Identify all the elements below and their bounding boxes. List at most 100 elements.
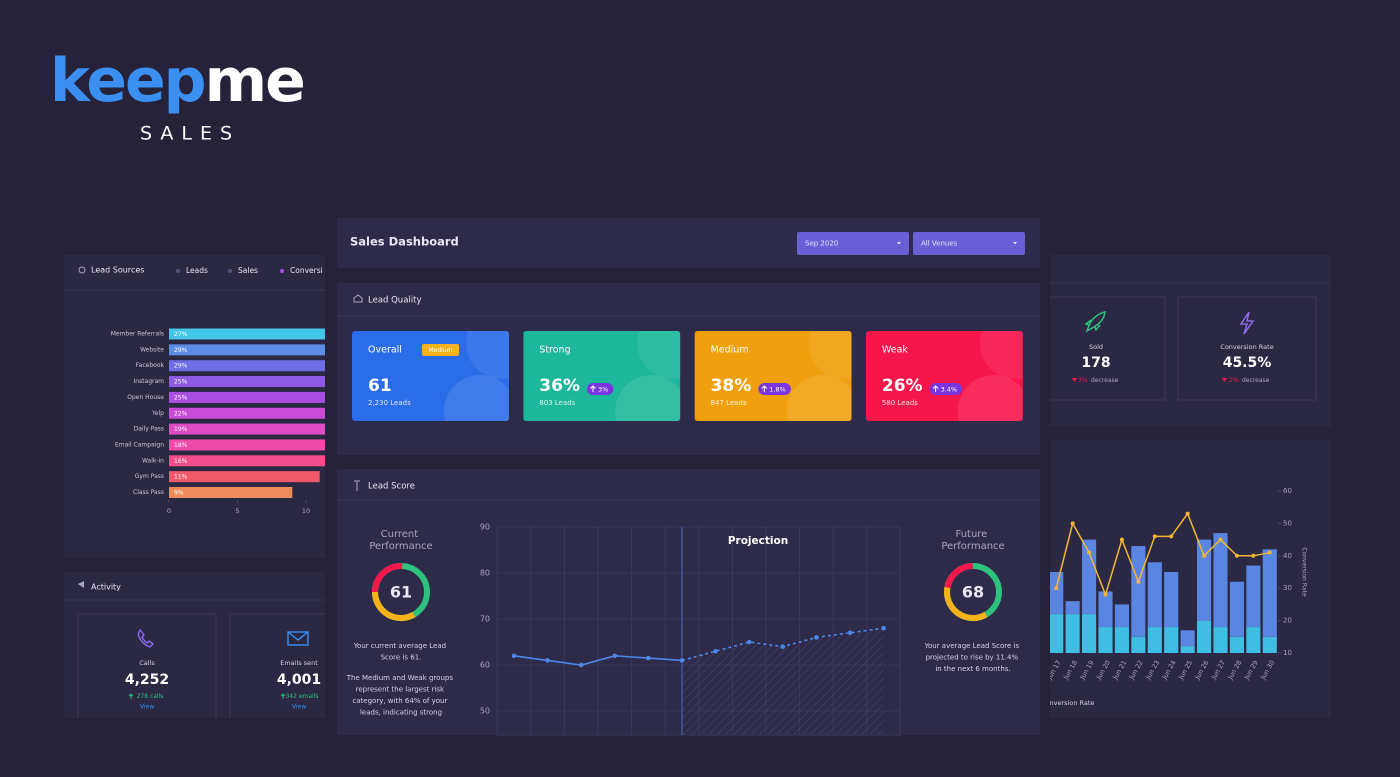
value-label: 25% bbox=[174, 394, 188, 401]
y-tick-label: 50 bbox=[1283, 519, 1292, 527]
stat-change: 3% bbox=[1078, 377, 1088, 384]
bolt-icon bbox=[1239, 311, 1255, 335]
panel-title: Lead Quality bbox=[368, 296, 422, 306]
quality-card: Weak 26% 3.4% 580 Leads bbox=[865, 331, 1023, 421]
text-line: Current bbox=[381, 529, 422, 540]
stat-change-text: decrease bbox=[1242, 377, 1270, 384]
icon bbox=[78, 266, 86, 274]
left-panels: Lead Sources Leads Sales Conversi Activi… bbox=[64, 255, 325, 718]
y-tick-label: 70 bbox=[480, 615, 490, 624]
point bbox=[511, 653, 517, 659]
text-line: Your average Lead Score is bbox=[924, 642, 1022, 650]
gauge bbox=[372, 563, 430, 621]
bar-segment bbox=[1147, 562, 1162, 628]
y-tick-label: 90 bbox=[480, 523, 490, 532]
up-arrow bbox=[590, 385, 596, 392]
bar-segment bbox=[1131, 546, 1146, 637]
filter-select[interactable] bbox=[913, 232, 1025, 255]
change-text: 3.4% bbox=[941, 386, 958, 394]
point bbox=[746, 639, 752, 645]
gauge-score: 61 bbox=[390, 583, 412, 602]
text-line: in the next 6 months. bbox=[935, 665, 1010, 673]
card-sub: 2,230 Leads bbox=[368, 399, 411, 407]
up-arrow bbox=[932, 385, 939, 392]
bar-segment bbox=[1246, 565, 1261, 628]
performance-note: Your current average Lead Score is 61. bbox=[353, 642, 449, 662]
bar bbox=[169, 391, 325, 403]
up-arrow bbox=[280, 693, 286, 699]
bar-segment bbox=[1262, 636, 1277, 653]
y-tick-label: 50 bbox=[480, 707, 490, 716]
badge bbox=[422, 344, 459, 356]
text-line: Performance bbox=[941, 541, 1004, 552]
bar-segment bbox=[1147, 627, 1162, 653]
bar-segment bbox=[1180, 646, 1195, 653]
bar-segment bbox=[1065, 601, 1080, 615]
card-value: 61 bbox=[368, 376, 392, 396]
bar-segment bbox=[1065, 614, 1080, 653]
bar bbox=[169, 407, 325, 419]
point bbox=[814, 635, 819, 640]
category-label: Website bbox=[140, 346, 164, 353]
up-arrow bbox=[761, 385, 768, 392]
performance-note: Your average Lead Score is projected to … bbox=[924, 642, 1022, 673]
card-label: Medium bbox=[711, 345, 749, 356]
point bbox=[578, 662, 584, 668]
panel-title: Lead Sources bbox=[91, 266, 144, 275]
gauge-arc bbox=[372, 563, 430, 621]
stat-label: Emails sent bbox=[280, 659, 318, 667]
point bbox=[646, 655, 651, 661]
stat-value: 45.5% bbox=[1223, 355, 1272, 371]
score-line bbox=[513, 654, 683, 666]
y-tick-label: 30 bbox=[1283, 584, 1292, 592]
filter-select[interactable] bbox=[797, 232, 909, 255]
projection-area bbox=[682, 628, 884, 735]
dashboard-title: Sales Dashboard bbox=[350, 235, 459, 249]
bar-segment bbox=[1114, 627, 1129, 653]
point bbox=[1169, 534, 1174, 539]
brand-part: keep bbox=[50, 46, 205, 116]
filter-value: All Venues bbox=[921, 240, 958, 248]
bar-segment bbox=[1114, 604, 1129, 628]
bar-segment bbox=[1050, 614, 1064, 653]
x-tick-label: 10 bbox=[302, 507, 310, 515]
panel bbox=[64, 572, 325, 718]
stat-value: 178 bbox=[1081, 355, 1110, 371]
quality-card: Medium 38% 1.8% 847 Leads bbox=[694, 331, 852, 421]
point bbox=[545, 658, 550, 663]
point bbox=[612, 653, 618, 659]
category-label: Instagram bbox=[133, 378, 164, 385]
bar-segment bbox=[1082, 614, 1097, 653]
card-decor bbox=[615, 375, 681, 421]
text-line: leads, indicating strong bbox=[360, 709, 442, 717]
category-label: Member Referrals bbox=[111, 331, 164, 338]
point bbox=[713, 648, 718, 654]
down-arrow bbox=[1222, 378, 1227, 382]
value-label: 29% bbox=[174, 347, 188, 354]
point bbox=[1185, 511, 1190, 516]
bar-segment bbox=[1197, 620, 1212, 653]
bar bbox=[169, 439, 325, 451]
card-value: 26% bbox=[882, 376, 923, 396]
performance-title: Current Performance bbox=[369, 529, 432, 552]
point bbox=[1119, 537, 1124, 542]
card-decor bbox=[444, 375, 509, 421]
value-label: 29% bbox=[174, 363, 188, 370]
text-line: Your current average Lead bbox=[353, 642, 449, 650]
legend-dot bbox=[228, 269, 232, 273]
point bbox=[1070, 521, 1075, 526]
legend-label: Conversi bbox=[290, 266, 323, 275]
quality-card: Overall Medium 61 2,230 Leads bbox=[352, 331, 509, 421]
bar bbox=[169, 455, 325, 467]
panel bbox=[1050, 440, 1331, 718]
value-label: 25% bbox=[174, 379, 188, 386]
category-label: Daily Pass bbox=[134, 426, 164, 433]
point bbox=[1267, 550, 1272, 555]
bar-segment bbox=[1098, 591, 1113, 628]
main-panel: Sales Dashboard Sep 2020 All Venues Lead… bbox=[337, 218, 1040, 736]
bar-segment bbox=[1229, 581, 1244, 637]
performance-note: The Medium and Weak groups represent the… bbox=[346, 674, 455, 717]
